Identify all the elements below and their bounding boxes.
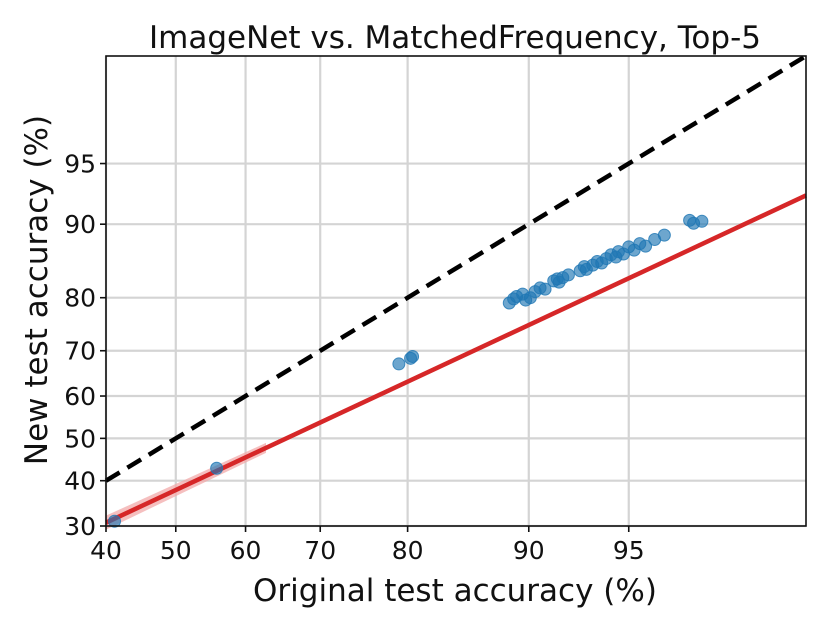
x-tick-label: 80 — [392, 536, 424, 565]
data-point — [657, 228, 671, 242]
x-tick-label: 70 — [304, 536, 336, 565]
linear-fit-line — [105, 193, 807, 525]
data-points — [108, 213, 709, 528]
y-tick-label: 50 — [64, 424, 96, 453]
data-point — [538, 282, 552, 296]
y-axis-label: New test accuracy (%) — [19, 115, 55, 465]
reference-line-y-equals-x — [104, 54, 808, 483]
data-point — [108, 514, 122, 528]
chart-title: ImageNet vs. MatchedFrequency, Top-5 — [149, 20, 761, 56]
y-tick-label: 30 — [64, 512, 96, 541]
y-tick-label: 70 — [64, 337, 96, 366]
x-axis-label: Original test accuracy (%) — [253, 573, 657, 609]
data-point — [561, 268, 575, 282]
y-tick-label: 90 — [64, 210, 96, 239]
lines — [104, 54, 808, 525]
data-point — [210, 461, 224, 475]
y-tick-label: 95 — [64, 150, 96, 179]
x-tick-label: 60 — [230, 536, 262, 565]
y-tick-label: 60 — [64, 382, 96, 411]
x-tick-label: 90 — [513, 536, 545, 565]
grid — [104, 56, 806, 528]
plot-frame — [105, 55, 807, 527]
data-point — [695, 214, 709, 228]
data-point — [392, 357, 406, 371]
y-tick-label: 80 — [64, 284, 96, 313]
x-tick-label: 95 — [613, 536, 645, 565]
x-tick-label: 40 — [90, 536, 122, 565]
y-tick-label: 40 — [64, 467, 96, 496]
data-point — [639, 239, 653, 253]
data-point — [406, 349, 420, 363]
x-tick-label: 50 — [160, 536, 192, 565]
